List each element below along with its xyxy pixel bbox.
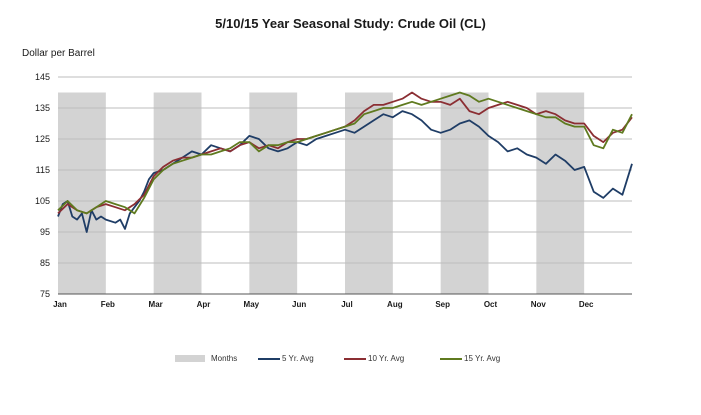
legend-label-10yr: 10 Yr. Avg <box>368 354 405 363</box>
x-tick-jan: Jan <box>53 300 67 309</box>
x-tick-apr: Apr <box>197 300 211 309</box>
series-line-5yr <box>57 110 633 233</box>
x-tick-may: May <box>244 300 260 309</box>
series-line-15yr <box>57 91 633 215</box>
x-tick-jun: Jun <box>292 300 306 309</box>
y-tick-85: 85 <box>40 258 50 268</box>
y-tick-145: 145 <box>35 72 50 82</box>
y-tick-135: 135 <box>35 103 50 113</box>
month-band-may <box>249 92 298 294</box>
month-band-sep <box>440 92 489 294</box>
legend-item-5yr: 5 Yr. Avg <box>258 354 314 363</box>
y-tick-105: 105 <box>35 196 50 206</box>
x-tick-oct: Oct <box>484 300 498 309</box>
legend-swatch-10yr <box>344 357 366 360</box>
y-axis-label: Dollar per Barrel <box>22 48 95 59</box>
x-tick-jul: Jul <box>341 300 353 309</box>
chart-title: 5/10/15 Year Seasonal Study: Crude Oil (… <box>215 16 486 31</box>
x-tick-aug: Aug <box>387 300 403 309</box>
legend-label-months: Months <box>211 354 238 363</box>
y-tick-125: 125 <box>35 134 50 144</box>
legend-label-5yr: 5 Yr. Avg <box>282 354 314 363</box>
legend-item-15yr: 15 Yr. Avg <box>440 354 500 363</box>
legend: Months 5 Yr. Avg 10 Yr. Avg 15 Yr. Avg <box>0 354 701 370</box>
legend-swatch-months <box>175 355 205 362</box>
legend-item-10yr: 10 Yr. Avg <box>344 354 404 363</box>
month-band-mar <box>153 92 202 294</box>
x-tick-feb: Feb <box>101 300 115 309</box>
y-tick-95: 95 <box>40 227 50 237</box>
legend-item-months: Months <box>175 354 237 363</box>
x-tick-sep: Sep <box>435 300 450 309</box>
legend-swatch-5yr <box>258 357 280 360</box>
y-tick-75: 75 <box>40 289 50 299</box>
legend-label-15yr: 15 Yr. Avg <box>464 354 501 363</box>
x-tick-nov: Nov <box>531 300 547 309</box>
y-tick-115: 115 <box>36 165 50 175</box>
x-tick-mar: Mar <box>149 300 163 309</box>
month-band-jan <box>58 92 106 294</box>
x-tick-dec: Dec <box>579 300 594 309</box>
legend-swatch-15yr <box>440 357 462 360</box>
month-band-jul <box>345 92 393 294</box>
